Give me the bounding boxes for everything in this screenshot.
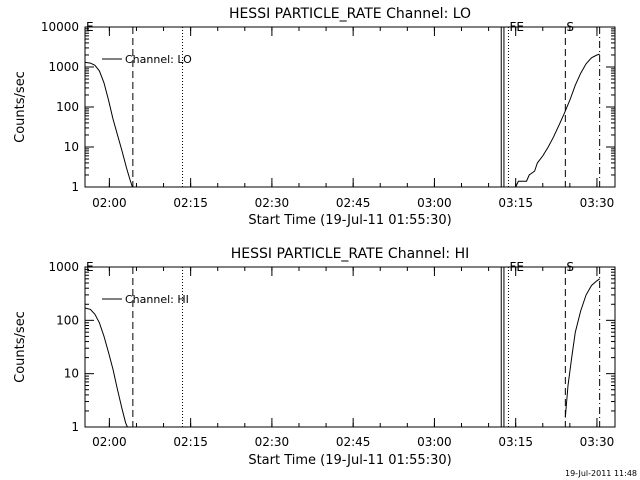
y-tick-label: 10 [64, 140, 79, 154]
x-tick-label: 02:30 [255, 435, 290, 449]
x-tick-label: 03:15 [498, 196, 533, 210]
x-tick-label: 03:00 [417, 435, 452, 449]
event-marker-label: FE [509, 20, 523, 34]
chart-title: HESSI PARTICLE_RATE Channel: HI [231, 246, 469, 262]
y-tick-label: 1 [71, 180, 79, 194]
series-line [84, 61, 133, 188]
footer-timestamp: 19-Jul-2011 11:48 [565, 469, 637, 478]
x-tick-label: 03:00 [417, 196, 452, 210]
event-marker-label: FE [509, 260, 523, 274]
event-marker-label: S [566, 260, 574, 274]
series-line [84, 307, 128, 428]
x-tick-label: 02:45 [336, 435, 371, 449]
legend-entry: Channel: LO [125, 53, 192, 66]
legend-entry: Channel: HI [125, 293, 189, 306]
x-tick-label: 02:00 [92, 435, 127, 449]
y-tick-label: 100 [56, 313, 79, 327]
chart-panel-2: HESSI PARTICLE_RATE Channel: HI 1 10 100 100… [13, 246, 616, 468]
chart-panel-1: HESSI PARTICLE_RATE Channel: LO 1 10 100 100… [13, 6, 616, 228]
series-line [515, 53, 600, 188]
chart-title: HESSI PARTICLE_RATE Channel: LO [229, 6, 471, 22]
plot-frame [84, 26, 616, 188]
x-tick-label: 02:30 [255, 196, 290, 210]
x-tick-label: 02:45 [336, 196, 371, 210]
series-line [564, 278, 600, 418]
plot-frame [84, 266, 616, 428]
x-tick-label: 03:15 [498, 435, 533, 449]
event-marker-label: E [86, 20, 94, 34]
event-marker-label: S [566, 20, 574, 34]
x-tick-label: 03:30 [580, 196, 615, 210]
y-tick-label: 10000 [41, 20, 79, 34]
y-tick-label: 1 [71, 420, 79, 434]
x-tick-label: 02:15 [173, 196, 208, 210]
y-tick-label: 1000 [48, 260, 79, 274]
y-axis-label: Counts/sec [13, 311, 28, 383]
y-tick-label: 10 [64, 367, 79, 381]
x-tick-label: 02:15 [173, 435, 208, 449]
x-axis-label: Start Time (19-Jul-11 01:55:30) [248, 213, 451, 228]
event-marker-label: E [86, 260, 94, 274]
x-axis-label: Start Time (19-Jul-11 01:55:30) [248, 453, 451, 468]
x-tick-label: 03:30 [580, 435, 615, 449]
x-tick-label: 02:00 [92, 196, 127, 210]
y-axis-label: Counts/sec [13, 71, 28, 143]
y-tick-label: 1000 [48, 60, 79, 74]
y-tick-label: 100 [56, 100, 79, 114]
